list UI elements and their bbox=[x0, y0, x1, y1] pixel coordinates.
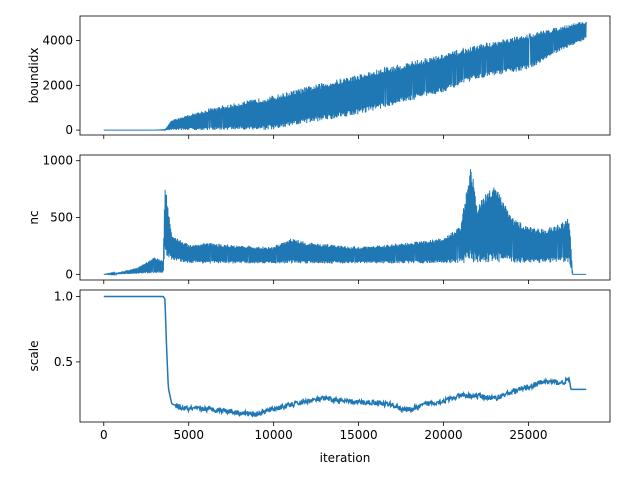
y-tick-label-top: 4000 bbox=[42, 34, 73, 48]
series-line-top bbox=[103, 22, 587, 132]
y-tick-label-top: 2000 bbox=[42, 78, 73, 92]
x-tick-label: 10000 bbox=[255, 428, 293, 442]
x-tick-label: 15000 bbox=[339, 428, 377, 442]
axes-frame-top bbox=[79, 15, 611, 136]
axes-frame-bottom bbox=[79, 289, 611, 423]
series-line-middle bbox=[103, 169, 587, 277]
x-axis-label: iteration bbox=[320, 451, 371, 465]
y-tick-label-top: 0 bbox=[65, 123, 73, 137]
panel-bottom: 0 5000 10000 15000 20000 25000 0.5 1.0 scale iter… bbox=[27, 289, 611, 465]
y-axis-label-middle: nc bbox=[27, 210, 41, 224]
x-tick-label: 20000 bbox=[424, 428, 462, 442]
y-tick-label-middle: 500 bbox=[50, 211, 73, 225]
series-line-bottom bbox=[103, 295, 587, 418]
x-tick-label: 25000 bbox=[509, 428, 547, 442]
y-tick-label-middle: 1000 bbox=[42, 154, 73, 168]
y-tick-label-bottom: 0.5 bbox=[54, 355, 73, 369]
y-tick-label-middle: 0 bbox=[65, 267, 73, 281]
x-tick-label: 0 bbox=[100, 428, 108, 442]
x-tick-label: 5000 bbox=[173, 428, 204, 442]
y-axis-label-top: boundidx bbox=[27, 48, 41, 104]
y-tick-label-bottom: 1.0 bbox=[54, 290, 73, 304]
y-axis-label-bottom: scale bbox=[27, 341, 41, 372]
panel-middle: 0 500 1000 nc bbox=[27, 154, 611, 284]
